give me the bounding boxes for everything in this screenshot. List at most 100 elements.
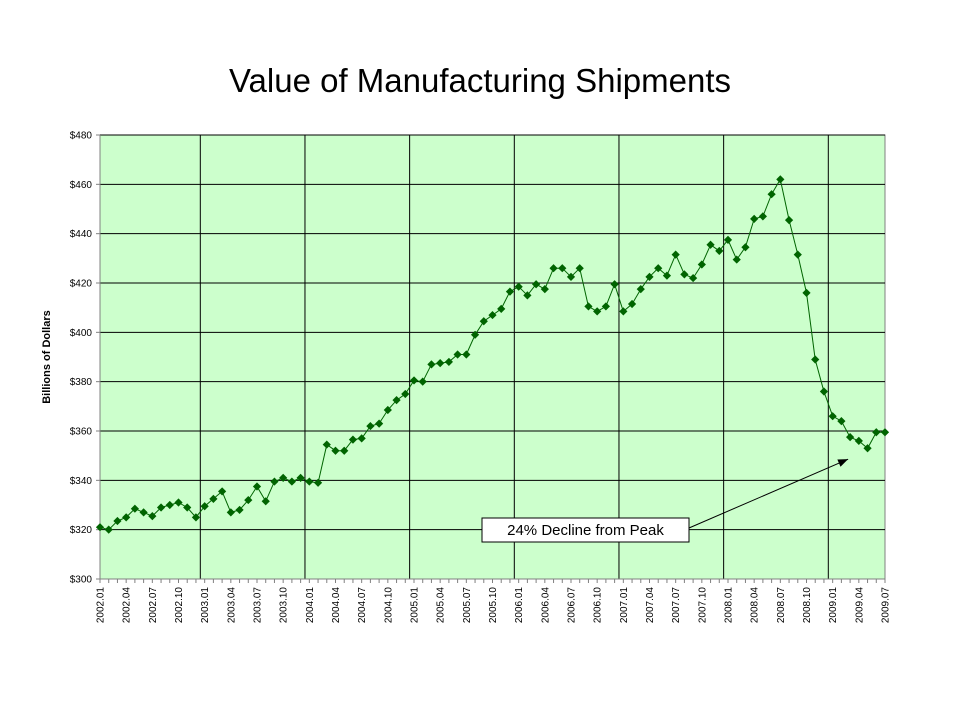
data-point bbox=[662, 271, 672, 280]
data-point bbox=[828, 412, 837, 421]
annotation-text: 24% Decline from Peak bbox=[507, 522, 664, 539]
data-point bbox=[654, 264, 663, 273]
grid-lines bbox=[100, 134, 885, 580]
data-point bbox=[113, 516, 122, 526]
data-point bbox=[331, 446, 340, 455]
data-point bbox=[846, 433, 855, 442]
data-point bbox=[95, 523, 105, 532]
data-point bbox=[462, 350, 471, 359]
data-point bbox=[776, 175, 785, 184]
x-tick-label: 2006.01 bbox=[514, 587, 525, 624]
data-point bbox=[723, 235, 733, 244]
x-tick-label: 2003.07 bbox=[253, 587, 264, 624]
data-point bbox=[610, 280, 619, 289]
x-tick-label: 2008.10 bbox=[802, 587, 813, 624]
data-point bbox=[375, 419, 384, 428]
data-point bbox=[706, 240, 715, 249]
data-point bbox=[235, 505, 244, 515]
data-point bbox=[409, 376, 419, 385]
data-point bbox=[566, 272, 576, 281]
data-point bbox=[218, 487, 227, 496]
y-tick-label: $400 bbox=[70, 328, 93, 339]
data-point bbox=[418, 377, 427, 386]
data-point bbox=[811, 355, 820, 364]
data-point bbox=[287, 477, 296, 486]
data-point bbox=[401, 389, 410, 399]
annotation: 24% Decline from Peak bbox=[481, 458, 849, 543]
x-tick-label: 2003.04 bbox=[226, 587, 237, 624]
x-tick-label: 2009.04 bbox=[854, 587, 865, 624]
data-point bbox=[627, 299, 637, 309]
data-point bbox=[305, 477, 314, 486]
data-point bbox=[549, 264, 558, 273]
data-point bbox=[758, 212, 767, 221]
x-tick-label: 2007.07 bbox=[671, 587, 682, 624]
data-point bbox=[479, 317, 488, 326]
annotation-arrowhead bbox=[837, 459, 849, 467]
data-point bbox=[863, 444, 872, 453]
data-point bbox=[252, 482, 262, 491]
annotation-arrow bbox=[688, 458, 849, 529]
data-point bbox=[497, 304, 506, 314]
data-point bbox=[436, 359, 445, 368]
annotation-box bbox=[481, 517, 690, 543]
data-point bbox=[645, 272, 654, 281]
data-point bbox=[619, 307, 628, 316]
data-point bbox=[174, 498, 183, 507]
y-tick-label: $300 bbox=[70, 575, 93, 586]
data-point bbox=[453, 350, 462, 359]
data-point bbox=[732, 255, 741, 264]
y-tick-label: $420 bbox=[70, 279, 93, 290]
data-point bbox=[523, 291, 532, 300]
x-tick-label: 2006.07 bbox=[567, 587, 578, 624]
data-point bbox=[505, 287, 515, 296]
x-tick-label: 2005.01 bbox=[410, 587, 421, 624]
data-point bbox=[880, 428, 890, 437]
data-point bbox=[139, 508, 148, 517]
data-point bbox=[279, 473, 288, 482]
data-point bbox=[183, 503, 192, 512]
x-tick-label: 2007.04 bbox=[645, 587, 656, 624]
x-tick-label: 2002.10 bbox=[174, 587, 185, 624]
data-point bbox=[130, 504, 139, 513]
y-tick-label: $480 bbox=[70, 131, 93, 142]
y-tick-label: $460 bbox=[70, 180, 93, 191]
x-tick-label: 2007.10 bbox=[697, 587, 708, 624]
x-tick-label: 2005.07 bbox=[462, 587, 473, 624]
y-tick-label: $340 bbox=[70, 476, 93, 487]
data-point bbox=[636, 285, 645, 294]
x-tick-label: 2008.01 bbox=[724, 587, 735, 624]
x-tick-label: 2006.04 bbox=[540, 587, 551, 624]
x-tick-label: 2009.01 bbox=[828, 587, 839, 624]
data-point bbox=[741, 243, 750, 252]
data-point bbox=[427, 360, 436, 369]
data-point bbox=[514, 282, 523, 291]
data-point bbox=[470, 330, 480, 339]
data-point bbox=[715, 246, 724, 256]
x-tick-label: 2005.04 bbox=[436, 587, 447, 624]
data-point bbox=[270, 477, 279, 486]
data-point bbox=[226, 508, 235, 517]
data-point bbox=[444, 357, 453, 367]
x-tick-label: 2004.01 bbox=[305, 587, 316, 624]
x-tick-label: 2008.04 bbox=[750, 587, 761, 624]
data-point bbox=[148, 511, 157, 521]
x-tick-label: 2005.10 bbox=[488, 587, 499, 624]
data-point bbox=[191, 513, 201, 522]
data-point bbox=[348, 435, 358, 444]
data-point bbox=[165, 500, 174, 510]
chart-title: Value of Manufacturing Shipments bbox=[228, 62, 731, 99]
data-point bbox=[392, 396, 401, 405]
data-point bbox=[209, 494, 218, 503]
data-point bbox=[322, 440, 331, 449]
data-point bbox=[340, 446, 349, 455]
y-tick-label: $380 bbox=[70, 377, 93, 388]
data-point bbox=[366, 421, 375, 431]
data-point bbox=[584, 302, 593, 311]
data-point bbox=[750, 214, 759, 223]
data-point bbox=[540, 285, 549, 294]
y-axis-label: Billions of Dollars bbox=[41, 310, 53, 404]
x-tick-label: 2007.01 bbox=[619, 587, 630, 624]
data-point bbox=[357, 434, 366, 443]
